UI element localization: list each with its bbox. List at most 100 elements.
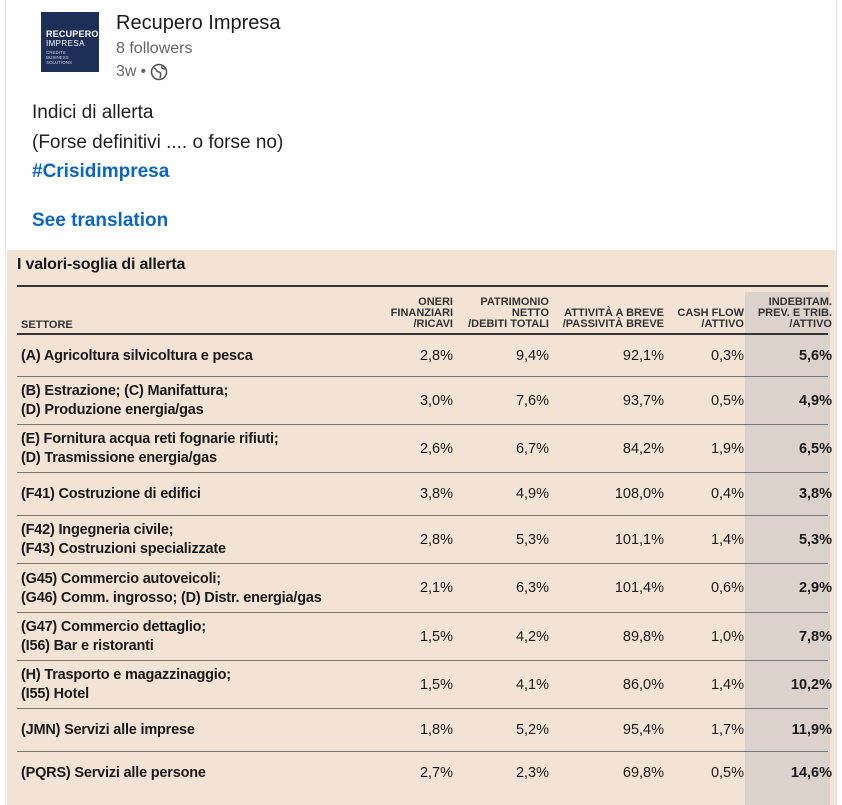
- row-value-col1: 1,5%: [419, 677, 453, 693]
- row-divider: [17, 612, 828, 613]
- table-row: (E) Fornitura acqua reti fognarie rifiut…: [7, 425, 836, 473]
- row-value-col2: 5,2%: [515, 722, 549, 738]
- row-value-col5: 5,6%: [798, 348, 832, 364]
- logo-text-2: IMPRESA: [46, 39, 85, 48]
- row-value-col1: 2,8%: [419, 348, 453, 364]
- row-value-col4: 0,5%: [710, 765, 744, 781]
- row-value-col2: 7,6%: [515, 393, 549, 409]
- row-value-col5: 14,6%: [790, 765, 832, 781]
- row-value-col4: 1,7%: [710, 722, 744, 738]
- table-row: (A) Agricoltura silvicoltura e pesca 2,8%…: [7, 336, 836, 377]
- row-value-col1: 3,8%: [419, 486, 453, 502]
- row-divider: [17, 563, 828, 564]
- row-value-col2: 4,9%: [515, 486, 549, 502]
- post-line-1: Indici di allerta: [32, 102, 154, 123]
- row-sector-name: (G47) Commercio dettaglio; (I56) Bar e ri…: [21, 619, 206, 654]
- header-oneri: ONERI FINANZIARI/RICAVI: [390, 296, 453, 330]
- row-value-col5: 7,8%: [798, 629, 832, 645]
- row-value-col5: 3,8%: [798, 486, 832, 502]
- row-divider: [17, 424, 828, 425]
- row-value-col3: 101,4%: [614, 580, 664, 596]
- row-value-col1: 1,8%: [419, 722, 453, 738]
- header-attivita: ATTIVITÀ A BREVE/PASSIVITÀ BREVE: [562, 307, 664, 330]
- post-meta: 3w •: [116, 63, 168, 81]
- company-logo[interactable]: RECUPERO IMPRESA CREDITS BUSINESS SOLUTI…: [41, 12, 99, 72]
- table-row: (H) Trasporto e magazzinaggio; (I55) Hote…: [7, 661, 836, 709]
- row-value-col4: 1,9%: [710, 441, 744, 457]
- row-value-col4: 0,5%: [710, 393, 744, 409]
- header-cashflow: CASH FLOW/ATTIVO: [677, 307, 744, 330]
- table-row: (G47) Commercio dettaglio; (I56) Bar e ri…: [7, 613, 836, 661]
- row-sector-name: (G45) Commercio autoveicoli; (G46) Comm. …: [21, 571, 322, 606]
- row-value-col3: 101,1%: [614, 532, 664, 548]
- logo-text-small: CREDITS BUSINESS SOLUTIONS: [46, 50, 73, 65]
- row-sector-name: (JMN) Servizi alle imprese: [21, 722, 195, 738]
- row-value-col1: 2,8%: [419, 532, 453, 548]
- row-value-col3: 86,0%: [622, 677, 664, 693]
- see-translation-link[interactable]: See translation: [32, 210, 169, 231]
- row-value-col4: 0,3%: [710, 348, 744, 364]
- row-value-col5: 11,9%: [791, 722, 832, 738]
- row-divider: [17, 660, 828, 661]
- row-sector-name: (A) Agricoltura silvicoltura e pesca: [21, 348, 253, 364]
- row-value-col1: 1,5%: [419, 629, 453, 645]
- table-row: (B) Estrazione; (C) Manifattura; (D) Prod…: [7, 377, 836, 425]
- post-time: 3w: [116, 63, 137, 80]
- row-sector-name: (E) Fornitura acqua reti fognarie rifiut…: [21, 431, 279, 466]
- row-value-col2: 4,2%: [515, 629, 549, 645]
- row-value-col4: 1,4%: [710, 677, 744, 693]
- post-card: RECUPERO IMPRESA CREDITS BUSINESS SOLUTI…: [5, 0, 837, 805]
- header-rule: [17, 333, 828, 335]
- row-value-col5: 2,9%: [798, 580, 832, 596]
- row-value-col3: 93,7%: [622, 393, 664, 409]
- row-value-col3: 92,1%: [622, 348, 664, 364]
- row-value-col3: 108,0%: [614, 486, 664, 502]
- globe-icon: [150, 63, 168, 81]
- separator-dot: •: [140, 63, 147, 80]
- row-value-col3: 89,8%: [622, 629, 664, 645]
- row-value-col1: 2,7%: [419, 765, 453, 781]
- row-value-col4: 0,4%: [710, 486, 744, 502]
- row-value-col5: 4,9%: [798, 393, 832, 409]
- row-sector-name: (F42) Ingegneria civile; (F43) Costruzion…: [21, 522, 226, 557]
- row-value-col2: 6,3%: [515, 580, 549, 596]
- post-line-2: (Forse definitivi .... o forse no): [32, 132, 284, 153]
- row-value-col2: 6,7%: [515, 441, 549, 457]
- row-value-col1: 2,1%: [419, 580, 453, 596]
- row-value-col3: 69,8%: [622, 765, 664, 781]
- highlight-column: [745, 292, 830, 805]
- row-value-col2: 2,3%: [515, 765, 549, 781]
- header-indebitam: INDEBITAM. PREV. E TRIB./ATTIVO: [757, 296, 832, 330]
- row-value-col5: 5,3%: [798, 532, 832, 548]
- table-row: (JMN) Servizi alle imprese 1,8% 5,2% 95,4% 1…: [7, 709, 836, 752]
- row-value-col4: 0,6%: [710, 580, 744, 596]
- row-value-col4: 1,4%: [710, 532, 744, 548]
- row-divider: [17, 515, 828, 516]
- table-row: (G45) Commercio autoveicoli; (G46) Comm. …: [7, 564, 836, 613]
- row-value-col3: 95,4%: [622, 722, 664, 738]
- header-settore: SETTORE: [21, 319, 73, 331]
- row-sector-name: (F41) Costruzione di edifici: [21, 486, 201, 502]
- row-value-col2: 4,1%: [515, 677, 549, 693]
- row-sector-name: (H) Trasporto e magazzinaggio; (I55) Hote…: [21, 667, 231, 702]
- row-value-col5: 6,5%: [798, 441, 832, 457]
- table-title: I valori-soglia di allerta: [17, 256, 186, 273]
- row-value-col2: 9,4%: [515, 348, 549, 364]
- author-name[interactable]: Recupero Impresa: [116, 12, 281, 34]
- table-row: (F42) Ingegneria civile; (F43) Costruzion…: [7, 516, 836, 564]
- row-value-col3: 84,2%: [622, 441, 664, 457]
- logo-text-1: RECUPERO: [46, 29, 99, 39]
- row-value-col5: 10,2%: [790, 677, 832, 693]
- header-patrimonio: PATRIMONIO NETTO/DEBITI TOTALI: [468, 296, 549, 330]
- post-image-table[interactable]: I valori-soglia di allerta SETTORE ONERI…: [7, 250, 836, 805]
- row-divider: [17, 376, 828, 377]
- header-rule-top: [17, 285, 828, 287]
- row-divider: [17, 751, 828, 752]
- followers-count: 8 followers: [116, 40, 193, 57]
- row-divider: [17, 472, 828, 473]
- row-value-col4: 1,0%: [710, 629, 744, 645]
- row-divider: [17, 708, 828, 709]
- row-value-col1: 3,0%: [419, 393, 453, 409]
- row-sector-name: (B) Estrazione; (C) Manifattura; (D) Prod…: [21, 383, 229, 418]
- hashtag-link[interactable]: #Crisidimpresa: [32, 161, 170, 182]
